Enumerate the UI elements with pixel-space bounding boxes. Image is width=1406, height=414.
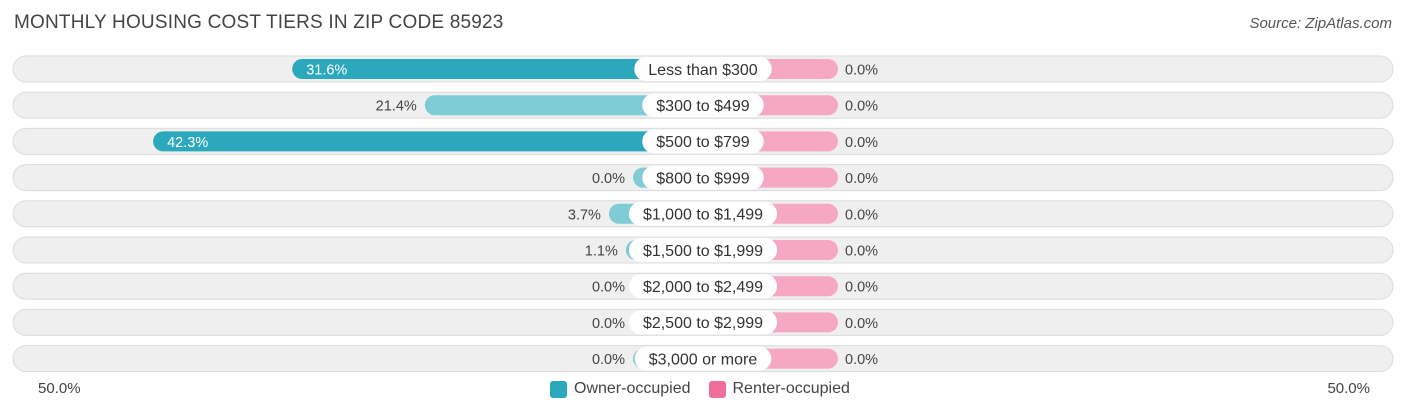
data-label-renter: 0.0% [845, 316, 878, 332]
data-label-owner: 0.0% [592, 280, 625, 296]
data-label-owner: 42.3% [167, 135, 208, 151]
category-label: $300 to $499 [656, 98, 750, 115]
axis-label-left: 50.0% [38, 380, 81, 397]
legend-item-owner: Owner-occupied [550, 380, 691, 398]
category-pill [628, 274, 778, 299]
bar-owner [424, 95, 703, 116]
data-label-renter: 0.0% [845, 63, 878, 79]
category-label: $3,000 or more [649, 351, 758, 368]
category-label: $800 to $999 [656, 170, 750, 187]
data-label-renter: 0.0% [845, 207, 878, 223]
category-pill [642, 129, 764, 154]
category-pill [634, 57, 772, 81]
chart-source: Source: ZipAtlas.com [1249, 15, 1392, 32]
data-label-owner: 0.0% [592, 352, 625, 368]
legend-item-renter: Renter-occupied [708, 380, 850, 398]
axis-label-right: 50.0% [1327, 380, 1370, 397]
category-pill [628, 201, 778, 226]
category-pill [642, 165, 764, 190]
category-label: $500 to $799 [656, 134, 750, 151]
category-label: $1,000 to $1,499 [643, 207, 763, 224]
bar-owner [153, 131, 704, 152]
legend: Owner-occupied Renter-occupied [550, 380, 868, 398]
legend-swatch-owner [550, 380, 567, 398]
data-label-owner: 3.7% [568, 207, 601, 223]
category-pill [628, 238, 778, 262]
category-pill [628, 310, 778, 335]
bar-owner [292, 59, 703, 79]
data-label-renter: 0.0% [845, 352, 878, 368]
category-pill [634, 346, 772, 371]
data-label-owner: 0.0% [592, 171, 625, 187]
data-label-renter: 0.0% [845, 171, 878, 187]
data-label-owner: 0.0% [592, 316, 625, 332]
legend-label-owner: Owner-occupied [574, 380, 691, 397]
data-label-renter: 0.0% [845, 99, 878, 115]
data-label-owner: 1.1% [585, 244, 618, 260]
data-label-renter: 0.0% [845, 244, 878, 260]
category-label: $2,500 to $2,999 [643, 315, 763, 332]
legend-label-renter: Renter-occupied [732, 380, 850, 397]
category-label: Less than $300 [648, 62, 758, 79]
data-label-owner: 21.4% [376, 99, 417, 115]
data-label-renter: 0.0% [845, 280, 878, 296]
category-label: $2,000 to $2,499 [643, 279, 763, 296]
category-pill [642, 93, 764, 118]
legend-swatch-renter [708, 380, 726, 398]
chart-title: MONTHLY HOUSING COST TIERS IN ZIP CODE 8… [14, 12, 504, 33]
data-label-owner: 31.6% [306, 63, 347, 79]
data-label-renter: 0.0% [845, 135, 878, 151]
category-label: $1,500 to $1,999 [643, 243, 763, 260]
